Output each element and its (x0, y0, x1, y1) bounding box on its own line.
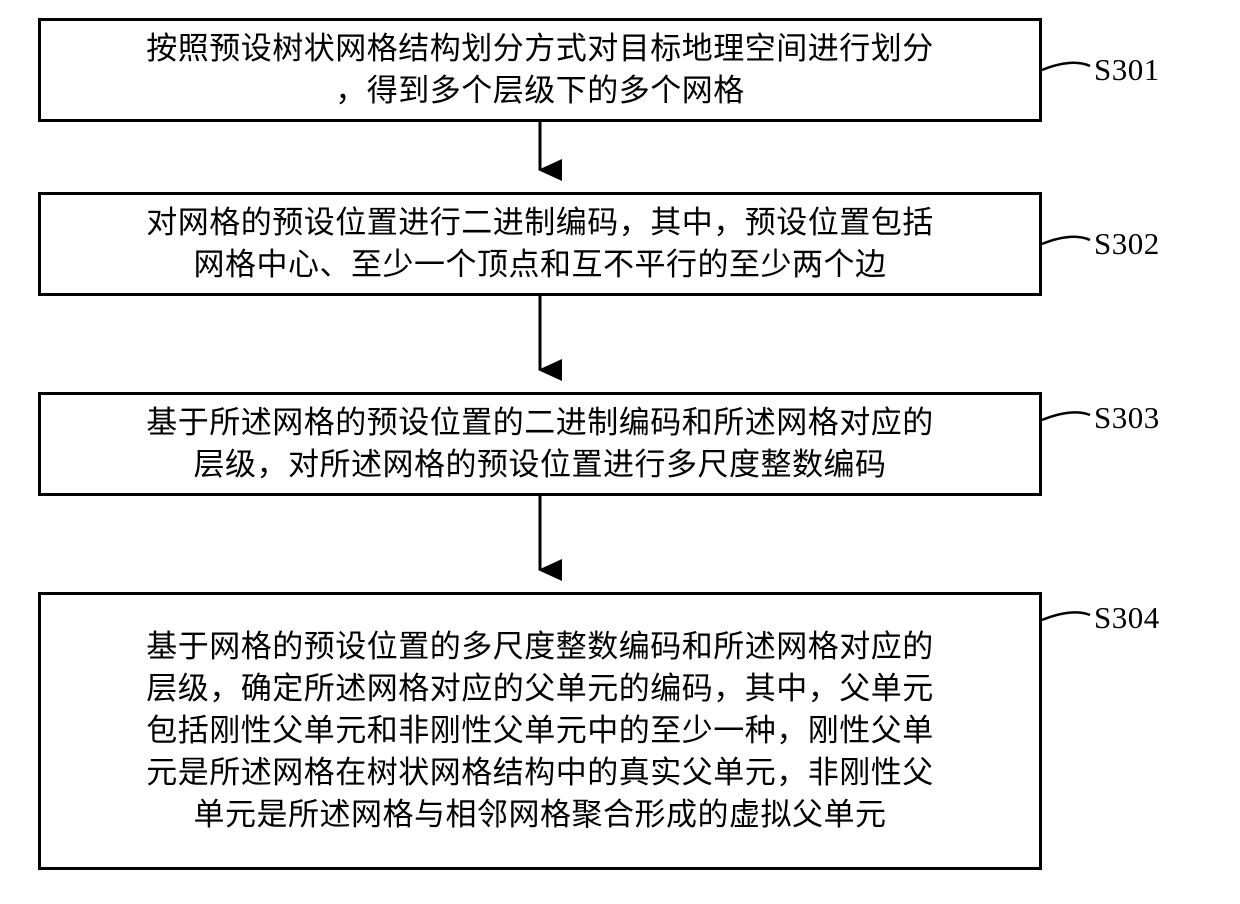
flowchart-node-s303: 基于所述网格的预设位置的二进制编码和所述网格对应的 层级，对所述网格的预设位置进… (38, 392, 1042, 496)
flowchart-canvas: 按照预设树状网格结构划分方式对目标地理空间进行划分 ，得到多个层级下的多个网格 … (0, 0, 1240, 904)
flowchart-node-s304: 基于网格的预设位置的多尺度整数编码和所述网格对应的 层级，确定所述网格对应的父单… (38, 592, 1042, 870)
step-label-s303: S303 (1094, 400, 1160, 436)
step-label-s302: S302 (1094, 226, 1160, 262)
flowchart-node-s302: 对网格的预设位置进行二进制编码，其中，预设位置包括 网格中心、至少一个顶点和互不… (38, 192, 1042, 296)
step-label-s304: S304 (1094, 600, 1160, 636)
flowchart-node-s301: 按照预设树状网格结构划分方式对目标地理空间进行划分 ，得到多个层级下的多个网格 (38, 18, 1042, 122)
node-text: 基于所述网格的预设位置的二进制编码和所述网格对应的 层级，对所述网格的预设位置进… (146, 402, 934, 486)
node-text: 对网格的预设位置进行二进制编码，其中，预设位置包括 网格中心、至少一个顶点和互不… (146, 202, 934, 286)
node-text: 基于网格的预设位置的多尺度整数编码和所述网格对应的 层级，确定所述网格对应的父单… (146, 626, 934, 835)
node-text: 按照预设树状网格结构划分方式对目标地理空间进行划分 ，得到多个层级下的多个网格 (146, 28, 934, 112)
step-label-s301: S301 (1094, 52, 1160, 88)
